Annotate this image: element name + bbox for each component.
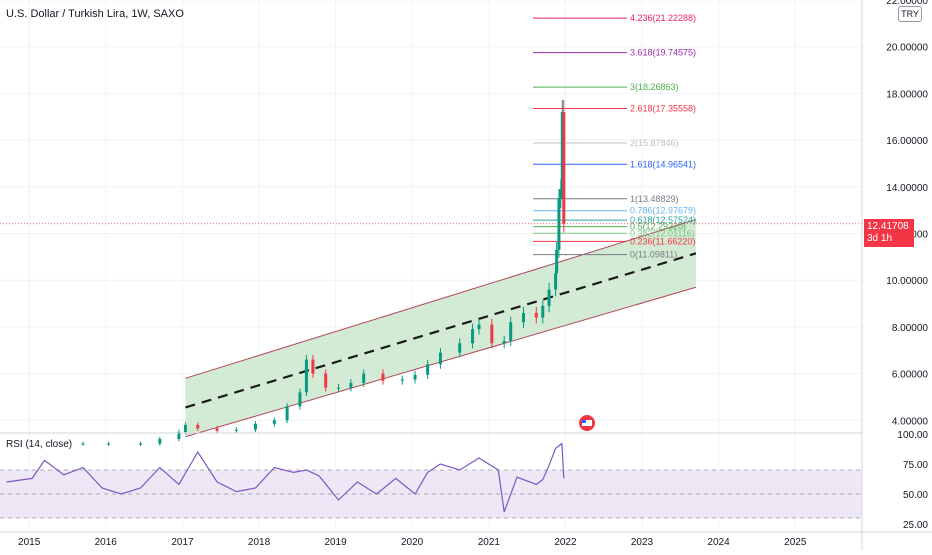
fib-level-label: 4.236(21.22288) xyxy=(630,13,696,23)
price-tick-label: 14.00000 xyxy=(886,183,928,194)
price-tick-label: 18.00000 xyxy=(886,89,928,100)
candle-body xyxy=(272,420,276,424)
candle-body xyxy=(362,373,366,383)
fib-level-label: 1.618(14.96541) xyxy=(630,159,696,169)
price-series xyxy=(0,100,862,446)
rsi-tick-label: 100.00 xyxy=(897,430,928,441)
price-tick-label: 4.00000 xyxy=(892,416,929,427)
candle-body xyxy=(81,443,85,445)
candle-body xyxy=(349,382,353,388)
fib-level-label: 0.382(12.01116) xyxy=(630,228,695,238)
candle-body xyxy=(458,343,462,353)
candle-body xyxy=(139,443,143,445)
rsi-tick-label: 50.00 xyxy=(903,490,928,501)
time-tick-label: 2025 xyxy=(784,537,807,548)
fibonacci-extension: 4.236(21.22288) 3.618(19.74575) 3(18.26863… xyxy=(533,13,696,260)
candle-body xyxy=(413,374,417,380)
candle-body xyxy=(471,329,475,344)
fib-level-label: 0.618(12.57524) xyxy=(630,215,696,225)
rsi-series xyxy=(0,442,862,519)
time-tick-label: 2016 xyxy=(95,537,118,548)
channel-fill xyxy=(185,219,696,437)
grid xyxy=(0,0,862,530)
price-tick-label: 20.00000 xyxy=(886,43,928,54)
bar-countdown: 3d 1h xyxy=(867,233,893,244)
time-tick-label: 2019 xyxy=(324,537,347,548)
candle-body xyxy=(337,387,341,389)
candle-body xyxy=(534,312,538,318)
candle-body xyxy=(477,324,481,330)
rsi-title: RSI (14, close) xyxy=(6,439,73,450)
candle-body xyxy=(215,428,219,431)
fib-level-label: 2(15.87846) xyxy=(630,138,679,148)
candle-body xyxy=(490,324,494,344)
candle-body xyxy=(502,340,506,344)
channel-upper xyxy=(185,219,697,379)
candle-body xyxy=(509,322,513,341)
candle-body xyxy=(158,439,162,444)
candle-body xyxy=(554,273,558,290)
chart-title: U.S. Dollar / Turkish Lira, 1W, SAXO xyxy=(6,8,184,20)
time-tick-label: 2017 xyxy=(171,537,194,548)
candle-body xyxy=(541,305,545,318)
time-tick-label: 2020 xyxy=(401,537,424,548)
fib-level-label: 0.786(12.97679) xyxy=(630,206,696,216)
candle-body xyxy=(253,423,257,430)
candle-body xyxy=(285,406,289,421)
currency-badge[interactable]: TRY xyxy=(898,6,922,22)
rsi-tick-label: 25.00 xyxy=(903,520,928,531)
candle-body xyxy=(555,249,559,274)
candle-body xyxy=(381,373,385,381)
rsi-line xyxy=(6,442,565,513)
time-tick-label: 2015 xyxy=(18,537,41,548)
last-price-tag: 12.41708 3d 1h xyxy=(864,219,914,247)
candle-body xyxy=(559,189,563,199)
regression-channel xyxy=(185,219,697,438)
price-tick-label: 6.00000 xyxy=(892,370,929,381)
time-tick-label: 2024 xyxy=(707,537,730,548)
candle-body xyxy=(521,312,525,323)
candle-body xyxy=(183,424,187,432)
candle-body xyxy=(400,379,404,381)
event-flag-canton xyxy=(582,420,586,423)
candle-body xyxy=(298,392,302,407)
fib-level-label: 0.236(11.66220) xyxy=(630,236,695,246)
candle-body xyxy=(196,424,200,429)
price-tick-label: 16.00000 xyxy=(886,136,928,147)
time-tick-label: 2021 xyxy=(478,537,501,548)
candle-body xyxy=(234,429,238,431)
candle-body xyxy=(324,373,328,388)
channel-midline xyxy=(185,252,697,409)
price-tick-label: 10.00000 xyxy=(886,276,928,287)
fib-level-label: 3(18.26863) xyxy=(630,82,679,92)
price-tick-label: 22.00000 xyxy=(886,0,928,7)
time-tick-label: 2022 xyxy=(554,537,577,548)
event-flag-stripes xyxy=(582,420,592,426)
last-price: 12.41708 xyxy=(867,221,909,232)
event-flag-icon[interactable] xyxy=(579,415,595,431)
time-tick-label: 2023 xyxy=(631,537,654,548)
rsi-tick-label: 75.00 xyxy=(903,460,928,471)
fib-level-label: 0(11.09811) xyxy=(630,250,677,260)
fib-level-label: 3.618(19.74575) xyxy=(630,48,696,58)
rsi-band xyxy=(0,470,862,518)
candle-body xyxy=(438,352,442,365)
time-tick-label: 2018 xyxy=(248,537,271,548)
fib-level-label: 2.618(17.35558) xyxy=(630,103,696,113)
fib-level-label: 0.5(12.29320) xyxy=(630,222,686,232)
candle-body xyxy=(547,289,551,306)
candle-body xyxy=(107,443,111,445)
candle-body xyxy=(177,432,181,440)
candle-body xyxy=(304,359,308,393)
candle-body xyxy=(311,359,315,374)
candle-body xyxy=(426,364,430,375)
fib-level-label: 1(13.48829) xyxy=(630,194,679,204)
candle-body xyxy=(562,112,566,224)
price-tick-label: 8.00000 xyxy=(892,323,929,334)
